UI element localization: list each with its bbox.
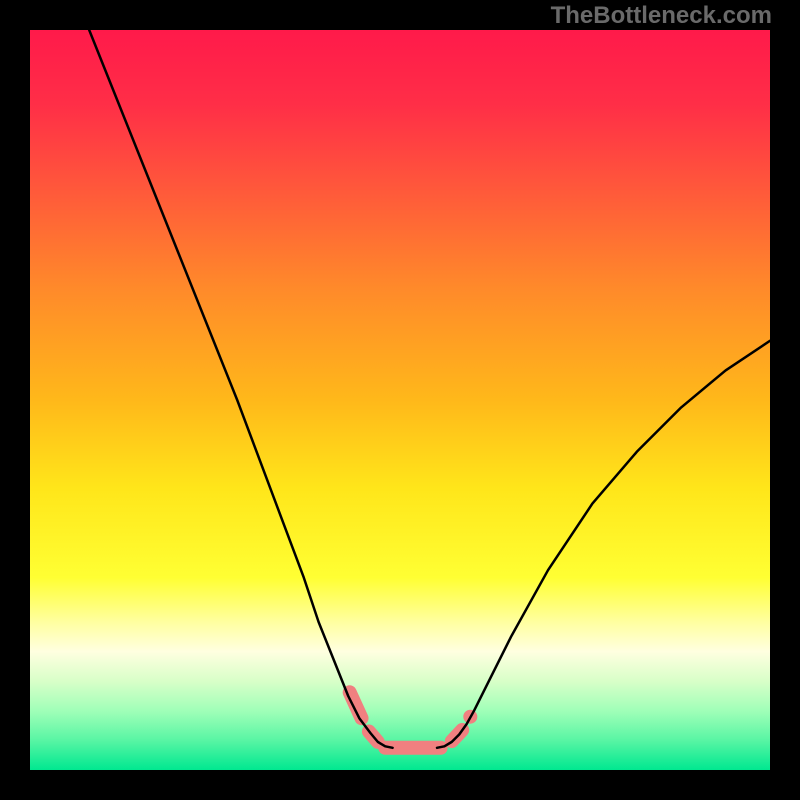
watermark-text: TheBottleneck.com [551, 2, 772, 30]
chart-frame: TheBottleneck.com [0, 0, 800, 800]
chart-plot-background [30, 30, 770, 770]
bottleneck-chart [0, 0, 800, 800]
